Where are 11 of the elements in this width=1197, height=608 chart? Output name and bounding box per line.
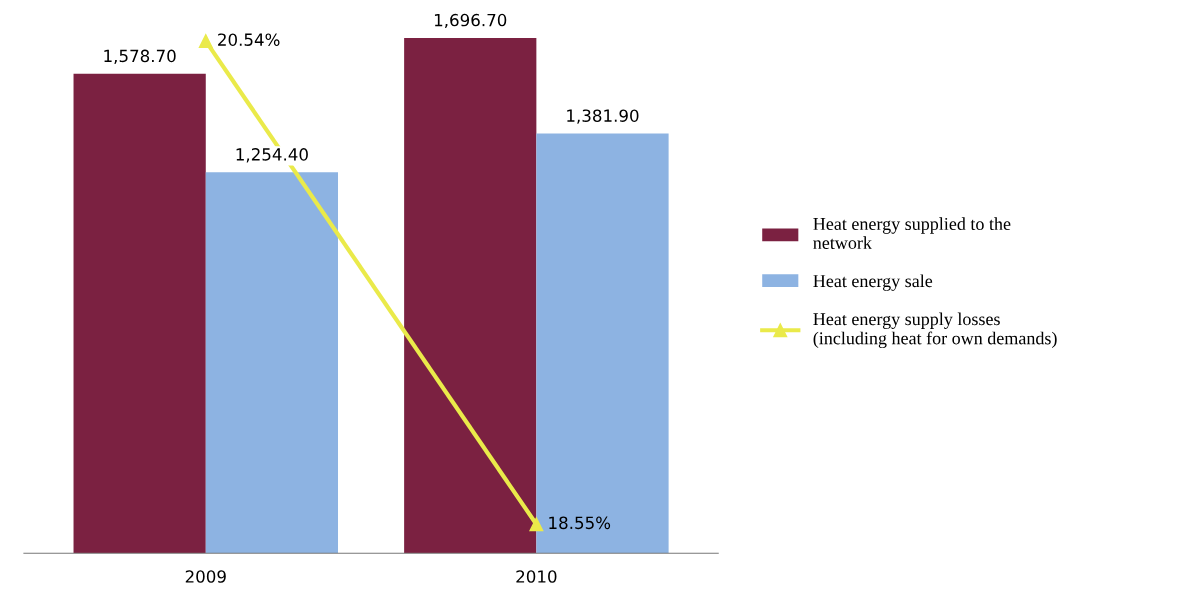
legend-label: Heat energy sale [813,274,933,291]
x-tick-label: 2010 [516,570,557,583]
data-label: 1,696.70 [434,13,507,29]
legend-label: Heat energy supply losses (including heat for own demands) [813,312,1057,349]
data-label: 1,381.90 [567,109,639,124]
data-label: 20.54% [218,33,280,46]
x-tick-label: 2009 [185,570,226,583]
legend-label: Heat energy supplied to the network [813,217,1011,249]
data-label: 1,254.40 [236,148,308,163]
data-label: 18.55% [549,516,611,530]
data-label: 1,578.70 [104,49,176,64]
